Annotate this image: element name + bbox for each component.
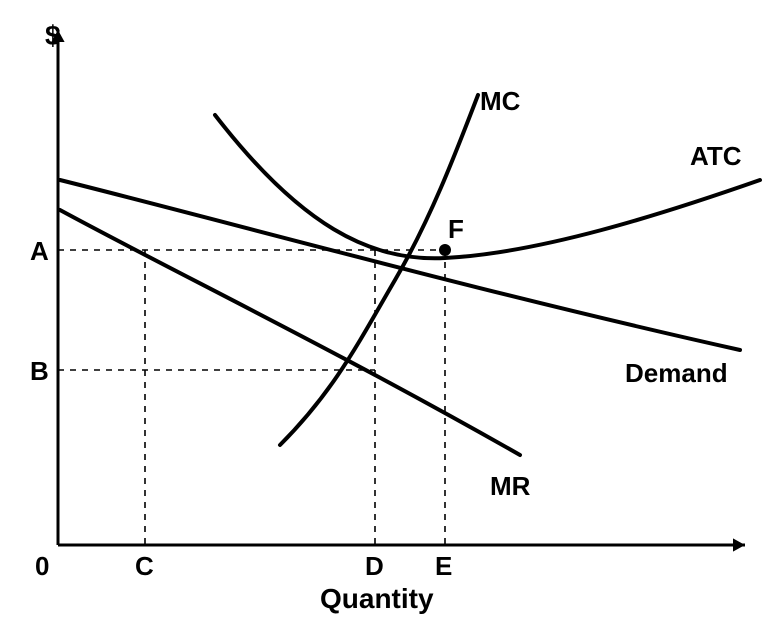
- label-D: D: [365, 551, 384, 581]
- label-dollar: $: [45, 20, 61, 51]
- label-A: A: [30, 236, 49, 266]
- label-B: B: [30, 356, 49, 386]
- label-F: F: [448, 214, 464, 244]
- x-axis-arrow: [733, 538, 745, 551]
- point-F: [439, 244, 451, 256]
- label-Demand: Demand: [625, 358, 728, 388]
- label-quantity: Quantity: [320, 583, 434, 614]
- econ-cost-curve-diagram: { "canvas": { "width": 781, "height": 62…: [0, 0, 781, 625]
- curve-mc: [280, 95, 478, 445]
- curve-atc: [215, 115, 760, 258]
- label-C: C: [135, 551, 154, 581]
- label-MC: MC: [480, 86, 521, 116]
- chart-svg: $0 A B C D E F MC ATC Demand MR Quantity: [0, 0, 781, 625]
- label-MR: MR: [490, 471, 531, 501]
- label-ATC: ATC: [690, 141, 742, 171]
- label-origin: 0: [35, 551, 49, 581]
- curve-mr: [60, 210, 520, 455]
- label-E: E: [435, 551, 452, 581]
